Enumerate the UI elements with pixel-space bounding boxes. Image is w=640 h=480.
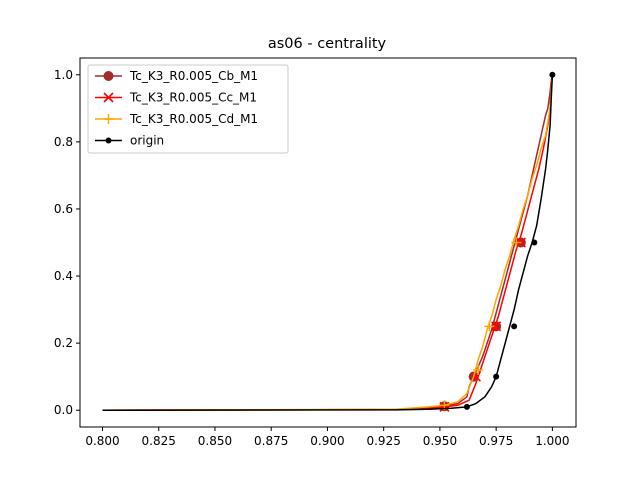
- legend-label: Tc_K3_R0.005_Cc_M1: [129, 91, 257, 105]
- x-axis: 0.800 0.825 0.850 0.875 0.900 0.925 0.950 0.975…: [85, 427, 570, 448]
- y-axis: 0.0 0.2 0.4 0.6 0.8 1.0: [54, 68, 80, 417]
- series-line: [102, 74, 554, 411]
- series-marker: [493, 373, 500, 380]
- series-line: [102, 74, 554, 411]
- legend-marker: [105, 137, 112, 144]
- y-tick-label: 1.0: [54, 68, 73, 82]
- legend-items: Tc_K3_R0.005_Cb_M1 Tc_K3_R0.005_Cc_M1 Tc_K…: [95, 69, 258, 148]
- legend-item: Tc_K3_R0.005_Cd_M1: [95, 112, 258, 126]
- legend-label: Tc_K3_R0.005_Cd_M1: [129, 112, 258, 126]
- series-plus: [102, 74, 554, 411]
- legend-marker: [103, 71, 114, 81]
- x-tick-label: 0.925: [366, 434, 400, 448]
- x-tick-label: 1.000: [535, 434, 569, 448]
- series-marker: [511, 323, 518, 330]
- legend-label: Tc_K3_R0.005_Cb_M1: [129, 69, 258, 83]
- legend-marker: [103, 92, 114, 103]
- y-tick-label: 0.8: [54, 135, 73, 149]
- plot-area: 0.800 0.825 0.850 0.875 0.900 0.925 0.950 0.975…: [54, 57, 577, 448]
- x-tick-label: 0.825: [142, 434, 176, 448]
- y-tick-label: 0.0: [54, 403, 73, 417]
- series-marker: [473, 364, 484, 375]
- series-marker: [484, 321, 495, 332]
- x-tick-label: 0.850: [198, 434, 232, 448]
- series-marker: [511, 237, 522, 248]
- legend-marker: [103, 114, 114, 124]
- series-dot: [102, 71, 556, 411]
- series-marker: [549, 71, 556, 78]
- legend-label: origin: [130, 134, 164, 148]
- chart-title: as06 - centrality: [268, 36, 387, 52]
- legend: Tc_K3_R0.005_Cb_M1 Tc_K3_R0.005_Cc_M1 Tc_K…: [87, 64, 289, 154]
- x-tick-label: 0.975: [479, 434, 513, 448]
- y-tick-label: 0.2: [54, 336, 73, 350]
- series-marker: [463, 403, 470, 410]
- x-tick-label: 0.950: [423, 434, 457, 448]
- series-marker: [531, 239, 538, 246]
- axes-frame: [79, 57, 577, 428]
- series-layer: [102, 71, 556, 412]
- x-tick-label: 0.800: [85, 434, 119, 448]
- legend-item: Tc_K3_R0.005_Cc_M1: [95, 91, 257, 105]
- y-tick-label: 0.4: [54, 269, 73, 283]
- legend-item: Tc_K3_R0.005_Cb_M1: [95, 69, 258, 83]
- x-tick-label: 0.875: [254, 434, 288, 448]
- x-tick-label: 0.900: [310, 434, 344, 448]
- series-marker: [491, 321, 502, 332]
- y-tick-label: 0.6: [54, 202, 73, 216]
- legend-box: [87, 64, 289, 154]
- legend-item: origin: [95, 134, 164, 148]
- series-line: [102, 74, 554, 411]
